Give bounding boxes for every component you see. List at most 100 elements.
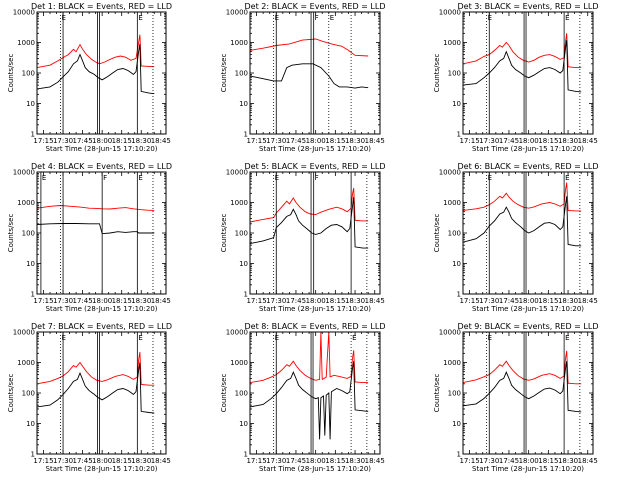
panel-title: Det 5: BLACK = Events, RED = LLD: [245, 162, 386, 171]
x-tick-label: 18:45: [151, 297, 171, 305]
x-tick-label: 17:30: [266, 297, 286, 305]
panel-6: Det 6: BLACK = Events, RED = LLD 1 10 100 10…: [433, 162, 598, 313]
plot-area: [37, 34, 155, 95]
y-axis-label: Counts/sec: [220, 374, 228, 413]
x-tick-label: 18:30: [345, 137, 365, 145]
x-tick-label: 18:00: [306, 457, 326, 465]
x-tick-label: 18:15: [538, 457, 558, 465]
panel-4: Det 4: BLACK = Events, RED = LLD 1 10 100 10…: [7, 162, 172, 313]
x-tick-label: 18:00: [92, 297, 112, 305]
x-tick-label: 17:45: [73, 137, 93, 145]
x-tick-label: 18:00: [519, 457, 539, 465]
x-tick-label: 17:45: [499, 297, 519, 305]
x-tick-label: 18:15: [112, 297, 132, 305]
y-axis-label: Counts/sec: [220, 214, 228, 253]
plot-area: [37, 205, 155, 235]
x-tick-label: 17:30: [266, 137, 286, 145]
plot-frame: [462, 11, 594, 135]
time-marker-label: E: [352, 334, 356, 342]
plot-area: [250, 187, 369, 249]
y-tick-label: 10000: [13, 9, 35, 17]
x-tick-label: 17:30: [53, 137, 73, 145]
x-axis-label: Start Time (28-Jun-15 17:10:20): [472, 305, 584, 313]
y-tick-label: 10: [239, 100, 248, 108]
x-tick-label: 18:15: [112, 457, 132, 465]
panel-1: Det 1: BLACK = Events, RED = LLD 1 10 100 10…: [7, 2, 172, 153]
y-tick-label: 1000: [443, 359, 461, 367]
y-tick-label: 10000: [13, 169, 35, 177]
y-tick-label: 10: [452, 420, 461, 428]
y-tick-label: 1000: [17, 359, 35, 367]
y-tick-label: 1: [31, 131, 35, 139]
y-tick-label: 100: [235, 390, 248, 398]
y-tick-label: 10: [452, 100, 461, 108]
x-tick-label: 17:15: [459, 297, 479, 305]
y-axis-label: Counts/sec: [7, 54, 15, 93]
x-tick-label: 18:15: [325, 457, 345, 465]
y-tick-label: 10000: [226, 9, 248, 17]
y-tick-label: 1000: [17, 39, 35, 47]
plot-area: [463, 33, 582, 93]
y-tick-label: 10: [26, 420, 35, 428]
y-axis-label: Counts/sec: [433, 54, 441, 93]
x-axis-label: Start Time (28-Jun-15 17:10:20): [472, 145, 584, 153]
x-tick-label: 18:30: [558, 137, 578, 145]
plot-area: [463, 182, 582, 247]
x-tick-label: 18:45: [578, 457, 598, 465]
y-tick-label: 100: [448, 230, 461, 238]
y-axis-label: Counts/sec: [433, 374, 441, 413]
time-marker-label: E: [565, 14, 569, 22]
time-marker-label: E: [61, 334, 65, 342]
plot-frame: [462, 171, 594, 295]
time-marker-label: E: [42, 174, 46, 182]
x-tick-label: 18:15: [325, 137, 345, 145]
panel-title: Det 8: BLACK = Events, RED = LLD: [245, 322, 386, 331]
y-tick-label: 1: [457, 451, 461, 459]
time-marker-label: F: [103, 174, 107, 182]
x-tick-label: 18:45: [365, 457, 385, 465]
x-tick-label: 17:45: [286, 297, 306, 305]
y-tick-label: 1: [31, 291, 35, 299]
panel-7: Det 7: BLACK = Events, RED = LLD 1 10 100 10…: [7, 322, 172, 473]
y-tick-label: 100: [235, 70, 248, 78]
y-tick-label: 1000: [443, 199, 461, 207]
x-tick-label: 18:45: [578, 297, 598, 305]
series-lld-line: [250, 38, 369, 57]
panel-title: Det 1: BLACK = Events, RED = LLD: [31, 2, 172, 11]
x-tick-label: 18:00: [519, 297, 539, 305]
x-tick-label: 17:15: [33, 457, 53, 465]
y-tick-label: 100: [22, 70, 35, 78]
x-tick-label: 18:45: [151, 457, 171, 465]
x-tick-label: 17:15: [246, 297, 266, 305]
x-tick-label: 17:45: [499, 457, 519, 465]
y-tick-label: 10: [26, 100, 35, 108]
time-marker-label: F: [315, 14, 319, 22]
y-tick-label: 10: [26, 260, 35, 268]
x-tick-label: 18:15: [325, 297, 345, 305]
panel-9: Det 9: BLACK = Events, RED = LLD 1 10 100 10…: [433, 322, 598, 473]
plot-area: [37, 352, 155, 414]
time-marker-label: E: [565, 174, 569, 182]
x-tick-label: 17:30: [479, 457, 499, 465]
x-tick-label: 18:45: [365, 137, 385, 145]
time-marker-label: E: [61, 14, 65, 22]
x-tick-label: 17:15: [246, 137, 266, 145]
time-marker-label: E: [488, 334, 492, 342]
x-tick-label: 17:45: [286, 137, 306, 145]
series-events-line: [250, 63, 369, 89]
x-axis-label: Start Time (28-Jun-15 17:10:20): [472, 465, 584, 473]
panel-title: Det 3: BLACK = Events, RED = LLD: [458, 2, 599, 11]
time-marker-label: F: [315, 174, 319, 182]
time-marker-label: E: [275, 14, 279, 22]
x-tick-label: 17:30: [53, 297, 73, 305]
y-tick-label: 1000: [230, 199, 248, 207]
y-tick-label: 1000: [230, 39, 248, 47]
y-tick-label: 1: [244, 451, 248, 459]
time-marker-label: E: [330, 14, 334, 22]
x-tick-label: 18:00: [92, 137, 112, 145]
x-tick-label: 18:15: [538, 297, 558, 305]
x-tick-label: 17:45: [73, 297, 93, 305]
x-axis-label: Start Time (28-Jun-15 17:10:20): [259, 465, 371, 473]
y-tick-label: 10: [239, 260, 248, 268]
x-tick-label: 18:30: [345, 457, 365, 465]
